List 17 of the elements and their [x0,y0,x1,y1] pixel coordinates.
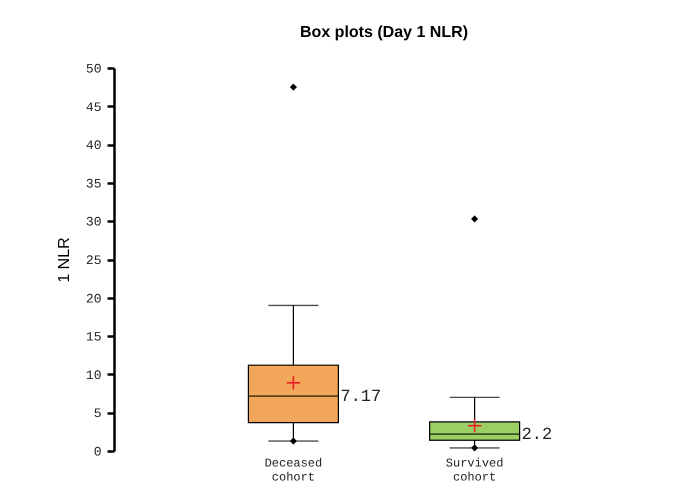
y-tick-label: 50 [86,62,102,76]
y-tick-label: 40 [86,138,102,154]
y-tick-label: 15 [86,330,102,345]
chart-title: Box plots (Day 1 NLR) [300,24,468,41]
annotation: 2.2 [522,426,552,446]
x-tick-label: Survived cohort [446,456,504,484]
y-tick-label: 30 [86,214,102,230]
y-tick-label: 10 [86,368,102,383]
annotation: 7.17 [340,388,382,408]
y-tick-label: 20 [86,291,102,306]
x-tick-label: Deceased cohort [264,456,322,484]
y-tick-label: 35 [86,176,102,192]
y-tick-label: 25 [86,253,102,268]
y-tick-label: 45 [86,100,102,115]
y-axis-title: 1 NLR [56,237,73,283]
y-tick-label: 0 [94,444,102,460]
y-tick-label: 5 [94,406,102,422]
